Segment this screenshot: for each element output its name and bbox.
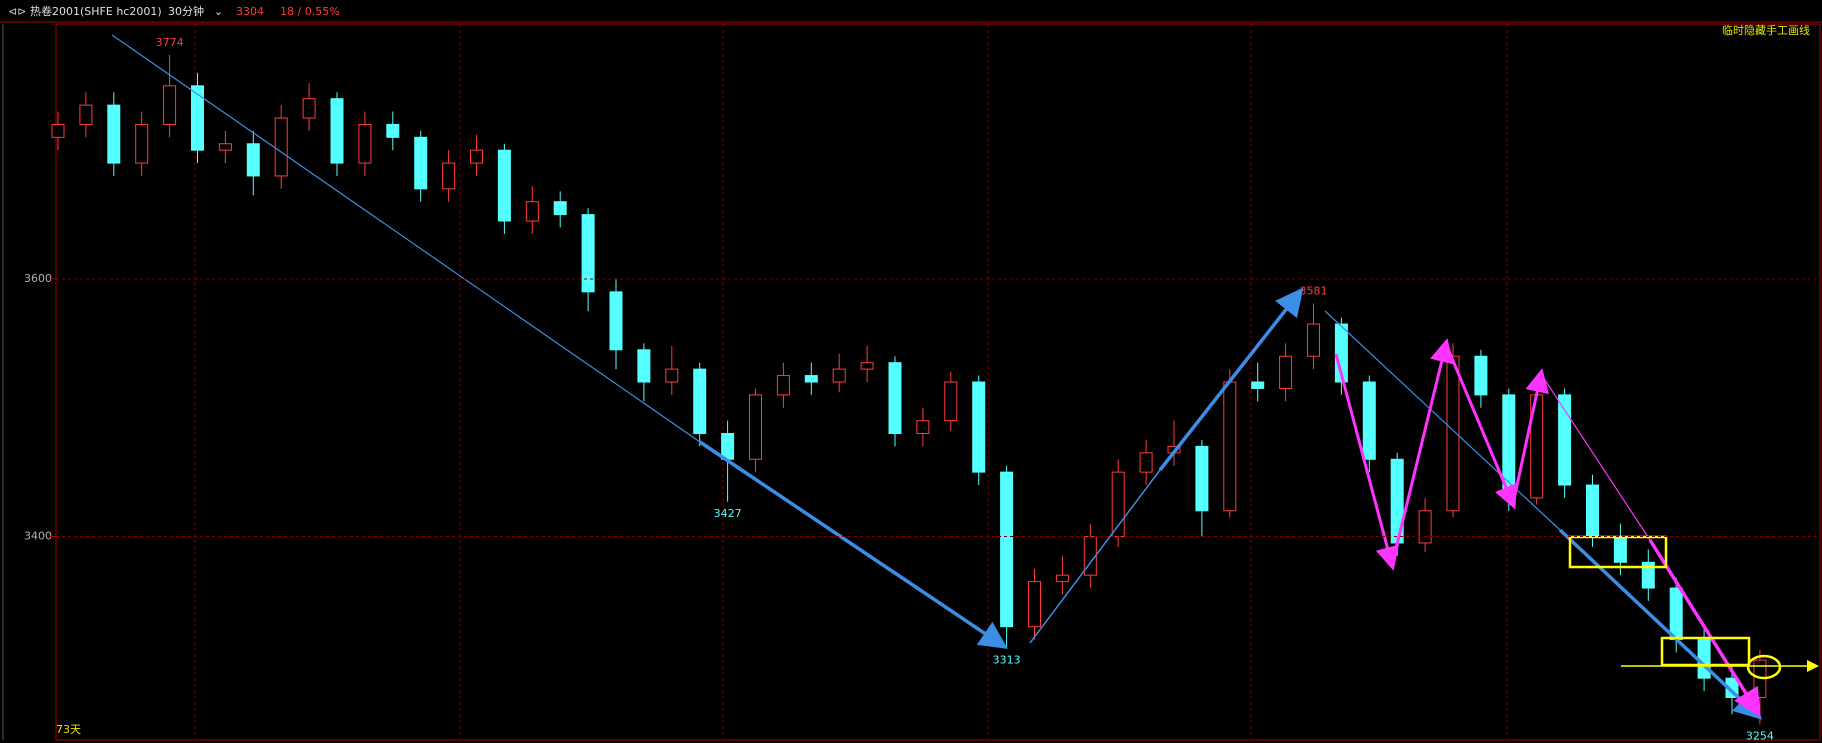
candle-body bbox=[1418, 510, 1432, 544]
candle-body bbox=[191, 85, 204, 151]
candle-body bbox=[1697, 639, 1711, 679]
candle-body bbox=[79, 104, 93, 125]
candle-body bbox=[916, 420, 930, 435]
trend-arrow[interactable] bbox=[1158, 287, 1304, 472]
extreme-label: 3254 bbox=[1746, 730, 1774, 743]
candle-body bbox=[1139, 452, 1153, 473]
candle-body bbox=[163, 85, 177, 125]
candle-body bbox=[1028, 581, 1041, 628]
candle-body bbox=[218, 143, 232, 151]
hide-drawings-button[interactable]: 临时隐藏手工画线 bbox=[1722, 23, 1810, 37]
candles bbox=[51, 54, 1767, 725]
trend-line[interactable] bbox=[1029, 469, 1161, 644]
trend-arrow[interactable] bbox=[699, 440, 1008, 649]
candle-body bbox=[1055, 574, 1069, 583]
span-label: 73天 bbox=[56, 723, 81, 736]
candle-body bbox=[1613, 536, 1627, 563]
candle-body bbox=[637, 349, 651, 383]
wave-arrow[interactable] bbox=[1444, 343, 1518, 510]
wave-line[interactable] bbox=[1540, 373, 1651, 541]
trend-arrow[interactable] bbox=[1558, 528, 1763, 720]
box[interactable] bbox=[1660, 636, 1751, 667]
candle-body bbox=[302, 98, 316, 119]
chart-icon[interactable]: ⊲⊳ bbox=[8, 5, 26, 18]
candle-body bbox=[358, 123, 372, 164]
extreme-label: 3774 bbox=[156, 36, 184, 49]
candle-body bbox=[525, 201, 539, 222]
candle-body bbox=[944, 381, 958, 422]
candle-body bbox=[51, 123, 65, 138]
candle-body bbox=[1000, 471, 1014, 628]
candle-body bbox=[776, 375, 790, 396]
candle-body bbox=[1474, 355, 1488, 396]
circle[interactable] bbox=[1746, 654, 1782, 680]
candle-body bbox=[749, 394, 762, 460]
extreme-label: 3581 bbox=[1300, 284, 1328, 297]
candle-body bbox=[1641, 561, 1655, 589]
plot-frame bbox=[55, 23, 1821, 741]
candle-body bbox=[497, 149, 511, 222]
candle-body bbox=[721, 433, 735, 460]
extreme-label: 3427 bbox=[714, 507, 742, 520]
candle-body bbox=[1669, 587, 1683, 641]
candle-body bbox=[693, 368, 707, 435]
candle-body bbox=[609, 291, 623, 351]
candle-body bbox=[553, 201, 567, 216]
wave-arrow[interactable] bbox=[1648, 539, 1761, 717]
candle-body bbox=[1251, 381, 1265, 389]
extreme-label: 3313 bbox=[993, 654, 1021, 667]
drawings bbox=[111, 34, 1819, 720]
candle-body bbox=[1586, 484, 1599, 538]
candle-body bbox=[1195, 445, 1209, 512]
candle-body bbox=[135, 123, 149, 164]
candle-body bbox=[1307, 323, 1320, 357]
wave-arrow[interactable] bbox=[1511, 368, 1549, 505]
candle-body bbox=[414, 136, 428, 190]
candle-body bbox=[442, 162, 456, 190]
candle-body bbox=[888, 362, 902, 435]
candle-body bbox=[330, 98, 344, 164]
candle-body bbox=[246, 143, 260, 177]
candle-body bbox=[665, 368, 679, 383]
candle-body bbox=[1558, 394, 1572, 486]
change: 18 / 0.55% bbox=[280, 5, 340, 18]
y-tick-label: 3400 bbox=[24, 530, 52, 543]
wave-arrow[interactable] bbox=[1334, 353, 1399, 571]
candle-body bbox=[972, 381, 986, 473]
trend-line[interactable] bbox=[111, 34, 701, 443]
candle-body bbox=[860, 362, 874, 370]
candle-body bbox=[1223, 381, 1237, 512]
period[interactable]: 30分钟 bbox=[168, 4, 204, 18]
candle-body bbox=[581, 214, 595, 293]
period-caret[interactable]: ⌄ bbox=[214, 5, 223, 18]
trend-line[interactable] bbox=[1324, 310, 1561, 531]
candle-body bbox=[804, 375, 818, 383]
last-price: 3304 bbox=[236, 5, 264, 18]
candle-body bbox=[470, 149, 483, 164]
wave-arrow[interactable] bbox=[1390, 338, 1454, 566]
chart-title: 热卷2001(SHFE hc2001) bbox=[30, 4, 162, 18]
y-tick-label: 3600 bbox=[24, 272, 52, 285]
candle-body bbox=[386, 123, 400, 138]
candle-body bbox=[107, 104, 121, 164]
candle-body bbox=[1362, 381, 1376, 460]
candle-body bbox=[1279, 355, 1293, 389]
vertical-grid bbox=[194, 24, 1508, 740]
candle-body bbox=[832, 368, 846, 383]
candle-body bbox=[274, 117, 288, 177]
